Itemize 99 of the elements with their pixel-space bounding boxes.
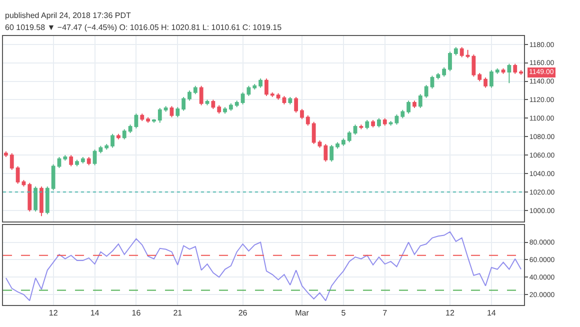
candlestick <box>300 108 304 120</box>
candlestick <box>170 106 174 118</box>
candlestick <box>377 118 381 128</box>
candlestick <box>234 100 239 108</box>
candlestick <box>217 104 222 114</box>
candlestick <box>80 156 85 164</box>
candlestick <box>513 63 518 74</box>
candlestick <box>252 84 257 90</box>
candlestick <box>270 92 274 98</box>
candlestick <box>400 109 405 119</box>
x-tick-label: 16 <box>132 308 142 318</box>
candlestick <box>501 68 506 74</box>
candlestick <box>466 49 470 59</box>
candlestick <box>365 120 370 130</box>
candlestick <box>478 72 482 82</box>
candlestick <box>75 159 79 167</box>
candlestick <box>188 90 192 102</box>
candlestick <box>4 150 8 158</box>
candlestick <box>152 118 156 124</box>
candlestick <box>10 152 14 170</box>
candlestick <box>282 96 286 105</box>
candlestick <box>276 92 280 100</box>
candlestick <box>359 124 364 130</box>
candlestick <box>246 85 251 97</box>
candlestick <box>223 106 227 114</box>
x-tick-label: 5 <box>341 308 346 318</box>
candlestick <box>193 85 198 95</box>
x-tick-label: 21 <box>173 308 183 318</box>
candlestick <box>228 102 233 112</box>
candlestick <box>98 145 103 154</box>
x-tick-label: 26 <box>238 308 248 318</box>
candlestick <box>472 54 476 78</box>
candlestick <box>436 72 440 80</box>
candlestick <box>258 78 262 88</box>
candlestick <box>182 96 186 112</box>
candlestick <box>134 113 138 129</box>
candlestick <box>22 180 26 188</box>
candlestick <box>371 120 375 128</box>
candlestick <box>158 108 162 124</box>
candlestick <box>40 186 44 217</box>
candlestick <box>412 100 416 109</box>
candlestick <box>264 78 268 97</box>
candlestick <box>288 96 292 105</box>
candlestick <box>306 114 310 126</box>
candlestick <box>347 130 352 143</box>
candlestick <box>140 113 144 122</box>
candlestick <box>324 144 328 162</box>
candlestick <box>406 100 410 114</box>
candlestick <box>318 140 322 148</box>
candlestick <box>116 133 120 140</box>
candlestick <box>128 124 132 134</box>
chart-title: published April 24, 2018 17:36 PDT <box>5 11 131 20</box>
candlestick <box>519 70 523 76</box>
candlestick <box>424 84 428 98</box>
candlestick <box>507 63 512 84</box>
candlestick <box>199 85 204 106</box>
candlestick <box>63 154 68 162</box>
candlestick <box>336 142 340 150</box>
candlestick <box>489 70 494 88</box>
candlestick <box>460 46 464 58</box>
candlestick <box>495 68 500 74</box>
candlestick <box>51 164 56 191</box>
candlestick <box>341 138 346 146</box>
candlestick <box>353 124 358 136</box>
x-tick-label: 12 <box>48 308 58 318</box>
candlestick <box>430 75 434 90</box>
x-tick-label: 12 <box>446 308 455 318</box>
chart-subtitle: 60 1019.58 ▼ −47.47 (−4.45%) O: 1016.05 H: 1020.81 L: 1010.61 C: 1019.15 <box>5 23 282 32</box>
candlestick <box>164 106 168 112</box>
candlestick <box>294 96 298 114</box>
candlestick <box>211 99 216 110</box>
candlestick <box>146 116 150 124</box>
candlestick <box>394 114 399 126</box>
candlestick <box>454 46 458 56</box>
candlestick <box>122 128 126 140</box>
line-series <box>5 231 522 302</box>
candlestick <box>205 99 210 106</box>
x-tick-label: Mar <box>295 308 310 318</box>
candlestick <box>448 51 452 72</box>
candlestick <box>330 144 334 162</box>
candlestick <box>240 92 245 105</box>
candlestick <box>418 94 422 109</box>
x-tick-label: 7 <box>382 308 388 318</box>
candlestick <box>382 118 387 126</box>
candlestick <box>104 144 109 150</box>
candlestick <box>45 186 50 215</box>
candlestick <box>92 149 97 166</box>
candlestick <box>34 186 38 212</box>
x-tick-label: 14 <box>486 308 496 318</box>
candlestick <box>16 166 20 184</box>
candlestick <box>312 121 316 145</box>
candlestick <box>176 106 180 118</box>
candlestick <box>86 156 91 166</box>
candlestick <box>484 77 488 88</box>
candlestick <box>110 133 114 148</box>
candlestick <box>69 154 74 167</box>
candlestick <box>442 66 446 78</box>
x-tick-label: 14 <box>90 308 100 318</box>
candlestick <box>28 182 32 212</box>
